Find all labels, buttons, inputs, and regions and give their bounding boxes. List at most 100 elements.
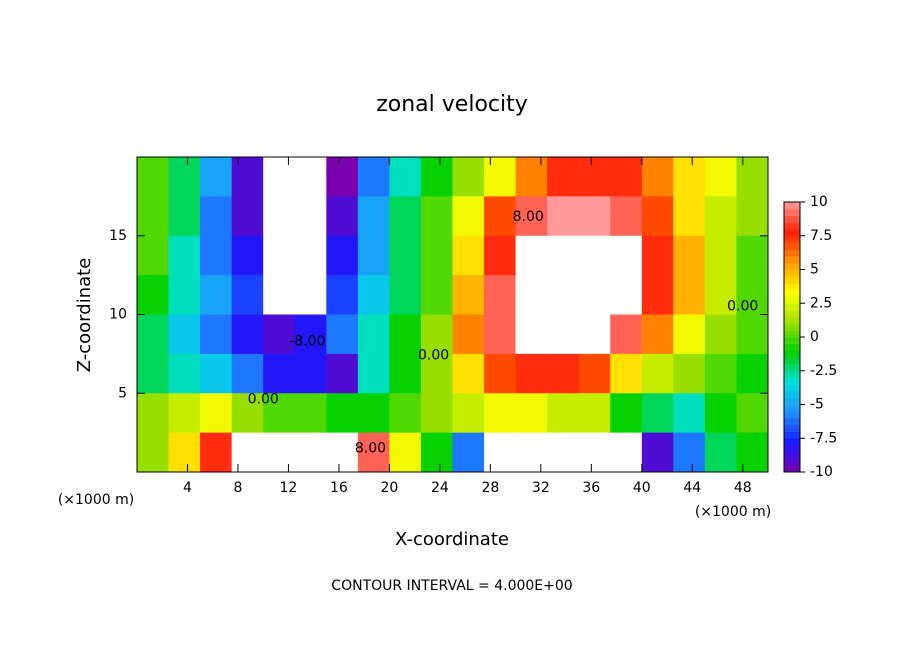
field-cell <box>578 393 611 434</box>
field-cell <box>389 196 422 237</box>
colorbar-tick-label: 0 <box>810 329 819 345</box>
colorbar-swatch <box>784 289 800 297</box>
field-cell <box>484 393 517 434</box>
field-cell <box>610 314 643 355</box>
field-cell <box>673 275 706 315</box>
colorbar-swatch <box>784 283 800 291</box>
colorbar-swatch <box>784 269 800 277</box>
field-cell <box>389 432 422 473</box>
field-cell <box>484 196 517 237</box>
field-cell <box>420 432 453 473</box>
colorbar-swatch <box>784 215 800 223</box>
colorbar-swatch <box>784 458 800 466</box>
field-cell <box>168 157 201 197</box>
field-cell <box>168 353 201 394</box>
field-cell <box>294 235 327 276</box>
field-cell <box>484 157 517 197</box>
field-cell <box>641 275 674 315</box>
field-cell <box>168 314 201 355</box>
colorbar-swatch <box>784 208 800 216</box>
field-cell <box>547 432 580 473</box>
colorbar-tick-label: -7.5 <box>810 430 837 446</box>
field-cell <box>610 353 643 394</box>
colorbar-swatch <box>784 310 800 318</box>
field-cell <box>515 314 548 355</box>
field-cell <box>137 432 170 473</box>
field-cell <box>547 314 580 355</box>
field-cell <box>326 393 359 434</box>
y-tick-label: 10 <box>109 307 127 323</box>
field-cell <box>357 275 390 315</box>
colorbar-swatch <box>784 229 800 237</box>
colorbar-tick-label: -2.5 <box>810 363 837 379</box>
field-cell <box>420 196 453 237</box>
field-cell <box>263 275 296 315</box>
contour-label: 8.00 <box>355 440 386 456</box>
field-cell <box>200 275 233 315</box>
contour-label: 0.00 <box>418 347 449 363</box>
field-cell <box>231 432 264 473</box>
field-cell <box>515 353 548 394</box>
field-cell <box>294 157 327 197</box>
field-cell <box>231 353 264 394</box>
field-cell <box>263 235 296 276</box>
colorbar-swatch <box>784 438 800 446</box>
field-cell <box>704 157 737 197</box>
field-cell <box>641 157 674 197</box>
colorbar-swatch <box>784 397 800 405</box>
field <box>137 157 769 473</box>
field-cell <box>294 196 327 237</box>
colorbar-swatch <box>784 316 800 324</box>
field-cell <box>200 432 233 473</box>
colorbar-swatch <box>784 451 800 459</box>
field-cell <box>263 432 296 473</box>
field-cell <box>484 275 517 315</box>
x-tick-label: 28 <box>481 480 499 496</box>
field-cell <box>547 157 580 197</box>
colorbar-tick-label: -10 <box>810 464 833 480</box>
field-cell <box>578 157 611 197</box>
field-cell <box>263 196 296 237</box>
field-cell <box>484 235 517 276</box>
colorbar-swatch <box>784 337 800 345</box>
field-cell <box>641 432 674 473</box>
field-cell <box>137 353 170 394</box>
colorbar-swatch <box>784 343 800 351</box>
field-cell <box>704 432 737 473</box>
colorbar-swatch <box>784 350 800 358</box>
field-cell <box>673 432 706 473</box>
colorbar-swatch <box>784 330 800 338</box>
colorbar-swatch <box>784 276 800 284</box>
colorbar-swatch <box>784 242 800 250</box>
field-cell <box>515 432 548 473</box>
colorbar-tick-label: -5 <box>810 397 824 413</box>
field-cell <box>704 196 737 237</box>
field-cell <box>736 314 769 355</box>
field-cell <box>452 353 485 394</box>
field-cell <box>673 196 706 237</box>
field-cell <box>420 314 453 355</box>
field-cell <box>200 157 233 197</box>
field-cell <box>578 275 611 315</box>
colorbar-swatch <box>784 303 800 311</box>
colorbar-swatch <box>784 323 800 331</box>
field-cell <box>515 235 548 276</box>
field-cell <box>515 275 548 315</box>
colorbar-swatch <box>784 357 800 365</box>
x-tick-label: 36 <box>582 480 600 496</box>
field-cell <box>736 235 769 276</box>
field-cell <box>357 432 390 473</box>
field-cell <box>357 393 390 434</box>
field-cell <box>673 235 706 276</box>
colorbar-swatch <box>784 465 800 473</box>
field-cell <box>484 353 517 394</box>
colorbar-swatch <box>784 235 800 243</box>
field-cell <box>610 393 643 434</box>
contour-label: 0.00 <box>248 392 279 408</box>
colorbar-swatch <box>784 256 800 264</box>
colorbar-swatch <box>784 384 800 392</box>
field-cell <box>389 235 422 276</box>
field-cell <box>326 235 359 276</box>
field-cell <box>231 235 264 276</box>
